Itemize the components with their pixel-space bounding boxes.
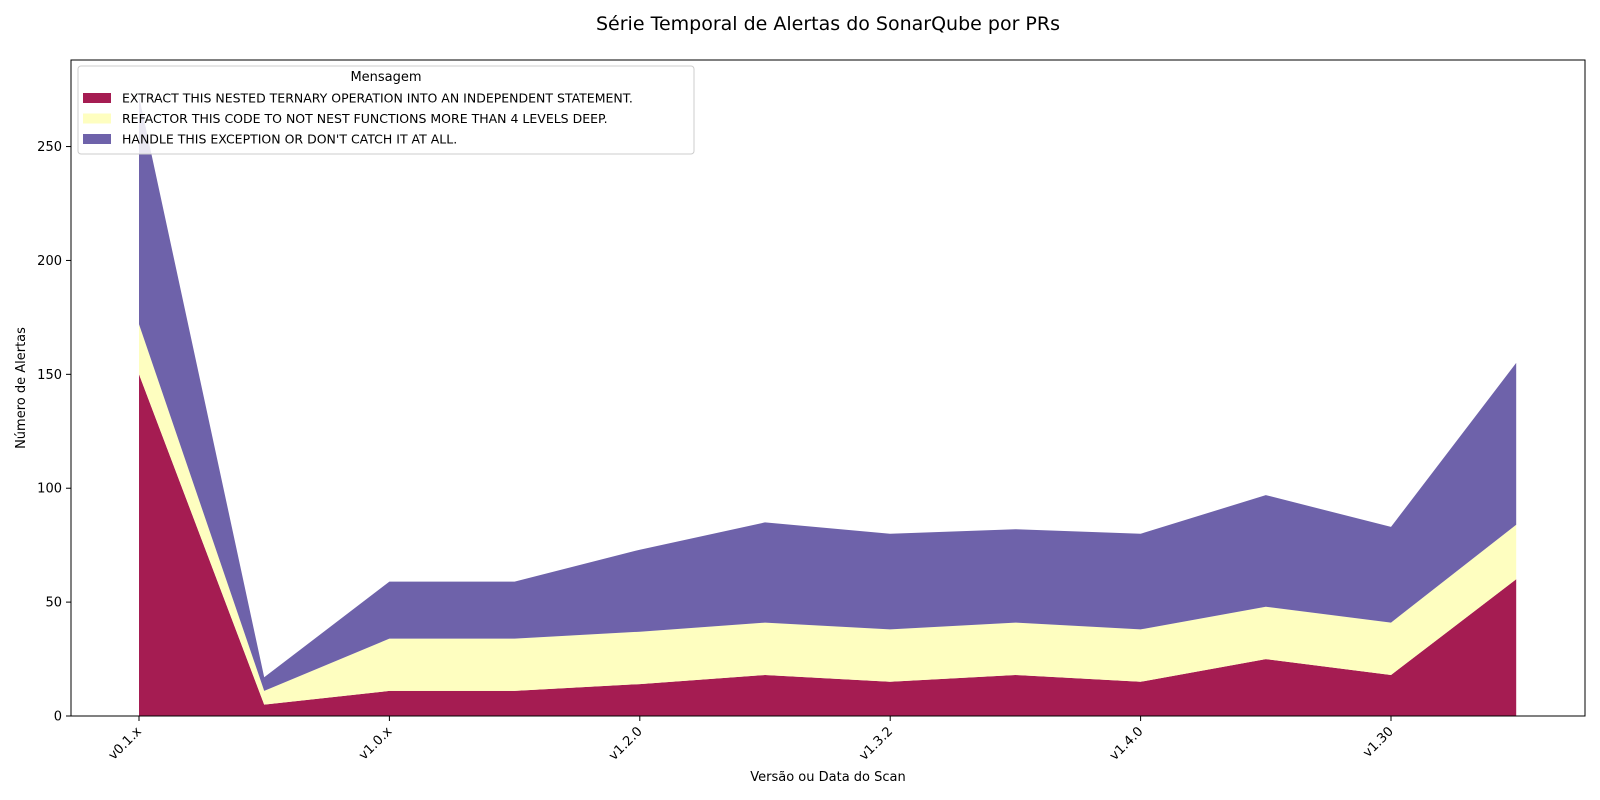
y-tick-label: 50 bbox=[45, 596, 62, 611]
legend-label: REFACTOR THIS CODE TO NOT NEST FUNCTIONS… bbox=[122, 111, 608, 126]
legend-swatch bbox=[83, 134, 111, 144]
y-axis-label: Número de Alertas bbox=[14, 327, 29, 449]
x-tick-label: v0.1.x bbox=[106, 724, 145, 763]
area-series-3 bbox=[139, 96, 1517, 691]
x-tick-label: v1.4.0 bbox=[1107, 724, 1146, 763]
y-tick-label: 200 bbox=[37, 254, 62, 269]
x-axis-label: Versão ou Data do Scan bbox=[750, 770, 906, 785]
legend-swatch bbox=[83, 93, 111, 103]
x-axis: v0.1.x v1.0.x v1.2.0 v1.3.2 v1.4.0 v1.30 bbox=[106, 716, 1397, 764]
legend-title: Mensagem bbox=[350, 70, 421, 85]
y-tick-label: 250 bbox=[37, 140, 62, 155]
y-axis: 0 50 100 150 200 250 bbox=[37, 140, 71, 725]
y-tick-label: 0 bbox=[54, 710, 62, 725]
legend-label: EXTRACT THIS NESTED TERNARY OPERATION IN… bbox=[122, 91, 633, 106]
area-series-1 bbox=[139, 374, 1517, 716]
plot-frame bbox=[70, 59, 1586, 717]
legend-swatch bbox=[83, 113, 111, 124]
chart-title: Série Temporal de Alertas do SonarQube p… bbox=[596, 13, 1060, 35]
x-tick-label: v1.2.0 bbox=[606, 724, 645, 763]
legend: Mensagem EXTRACT THIS NESTED TERNARY OPE… bbox=[77, 65, 695, 155]
legend-label: HANDLE THIS EXCEPTION OR DON'T CATCH IT … bbox=[122, 132, 457, 147]
x-tick-label: v1.0.x bbox=[356, 724, 395, 763]
x-tick-label: v1.3.2 bbox=[857, 724, 896, 763]
y-tick-label: 150 bbox=[37, 368, 62, 383]
x-tick-label: v1.30 bbox=[1360, 724, 1397, 761]
area-series-group bbox=[139, 96, 1517, 716]
legend-box bbox=[77, 65, 695, 155]
area-series-2 bbox=[139, 324, 1517, 705]
y-tick-label: 100 bbox=[37, 482, 62, 497]
